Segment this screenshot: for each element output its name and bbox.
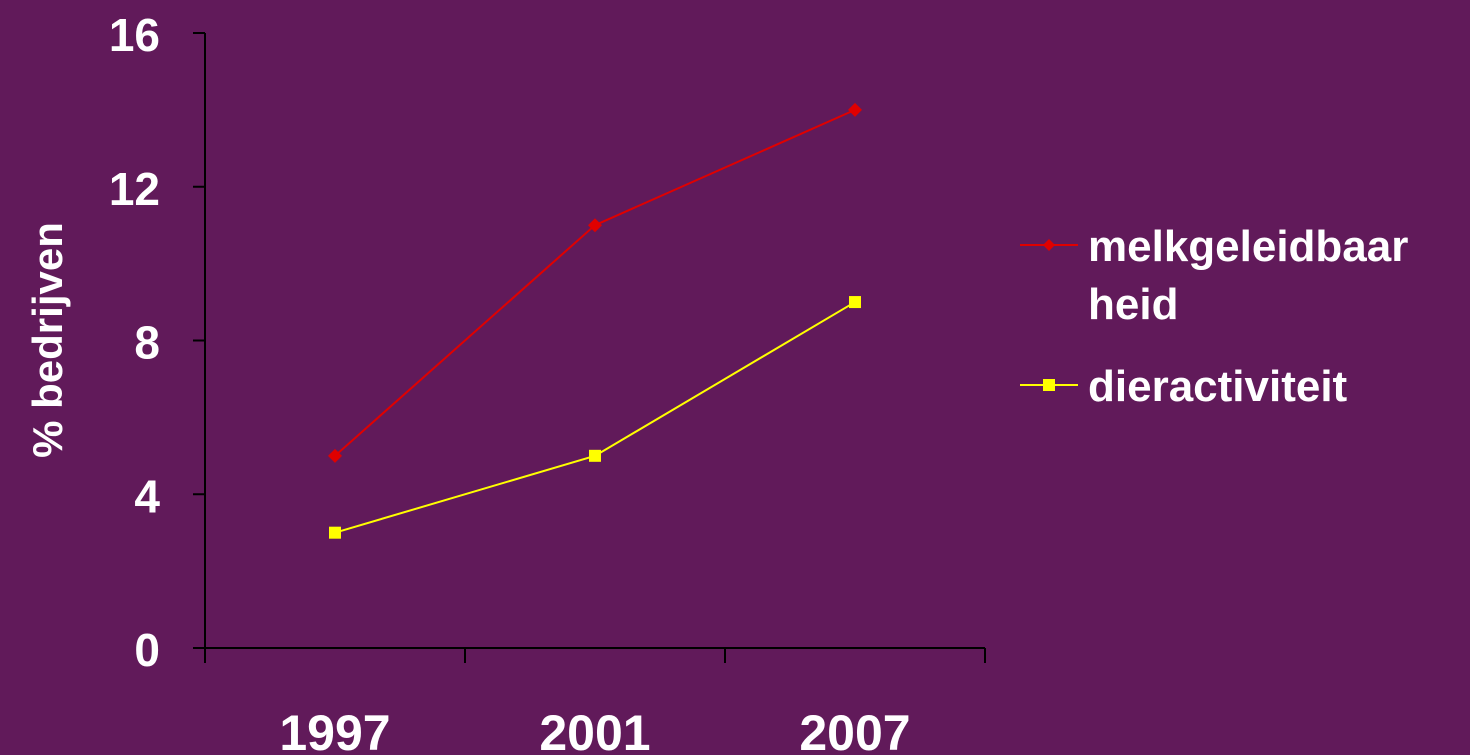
data-point [329,526,341,539]
x-ticks: 1997 2001 2007 [204,648,986,755]
legend-marker [1043,379,1055,391]
data-point [588,218,602,233]
x-tick-label: 2007 [799,705,910,755]
series-line [334,301,856,534]
series-layer [328,102,862,539]
y-tick-label: 8 [134,317,160,369]
y-tick-label: 12 [109,163,160,215]
series-0 [328,102,862,463]
y-axis-label: % bedrijven [24,222,71,458]
data-point [328,448,342,463]
legend-entry: melkgeleidbaar heid [1020,222,1408,329]
data-point [849,296,861,309]
legend-label: dieractiviteit [1088,362,1348,411]
data-point [848,102,862,117]
series-line [334,108,856,457]
y-tick-label: 16 [109,9,160,61]
data-point [589,449,601,462]
legend-label: melkgeleidbaar [1088,222,1408,271]
series-1 [329,296,861,539]
y-ticks: 0 4 8 12 16 [109,9,205,676]
legend: melkgeleidbaar heid dieractiviteit [1020,222,1408,411]
y-tick-label: 0 [134,624,160,676]
legend-marker [1043,239,1055,251]
y-tick-label: 4 [134,470,160,522]
x-tick-label: 1997 [279,705,390,755]
legend-entry: dieractiviteit [1020,362,1348,411]
legend-label: heid [1088,280,1178,329]
axes [204,33,985,649]
x-tick-label: 2001 [539,705,650,755]
